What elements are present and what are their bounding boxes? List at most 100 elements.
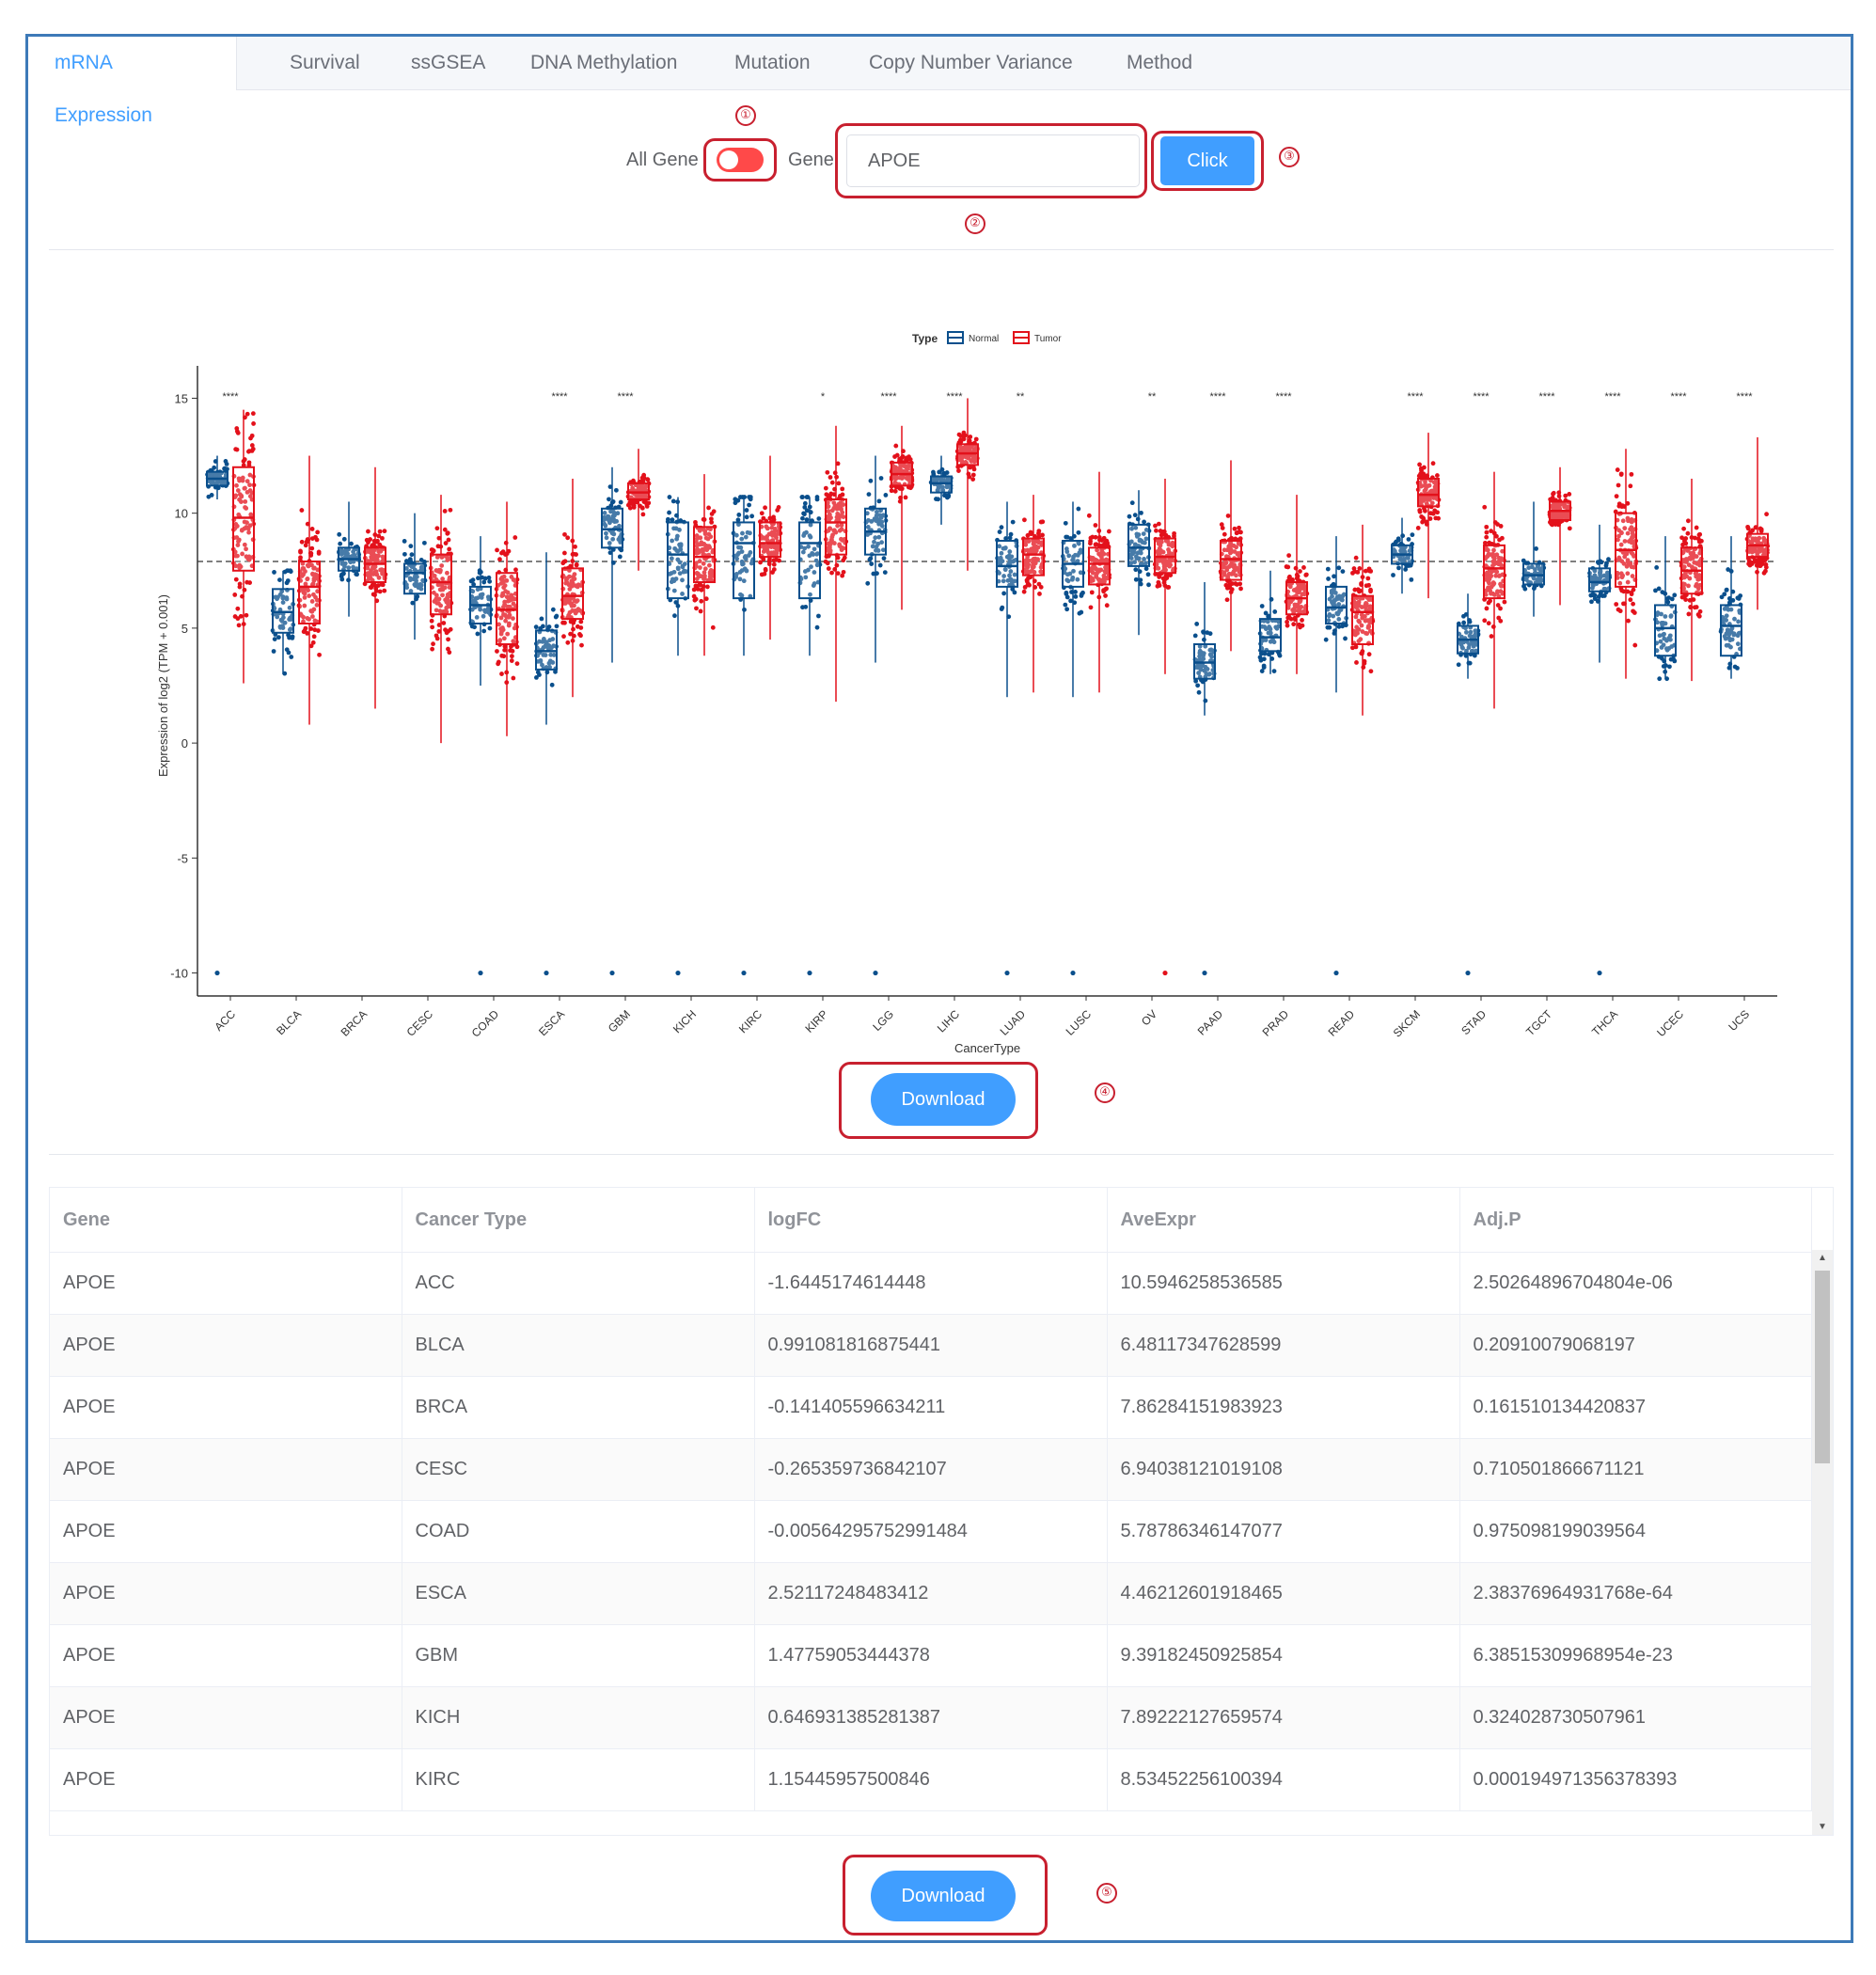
table-cell: 0.000194971356378393 [1459, 1748, 1812, 1811]
data-point [549, 682, 555, 687]
box-normal-ucec [1654, 604, 1677, 657]
x-tick-label: LUAD [998, 1007, 1029, 1038]
divider-middle [49, 1154, 1834, 1155]
data-point [770, 570, 775, 575]
data-point [733, 500, 738, 506]
data-point [551, 653, 557, 657]
table-scrollbar[interactable]: ▲ ▼ [1812, 1250, 1833, 1835]
header-logfc[interactable]: logFC [754, 1188, 1108, 1253]
header-gene[interactable]: Gene [50, 1188, 402, 1253]
data-point [704, 584, 710, 590]
data-point [881, 556, 887, 561]
x-axis-label: CancerType [954, 1041, 1020, 1055]
header-aveexpr[interactable]: AveExpr [1107, 1188, 1460, 1253]
data-point [1763, 564, 1769, 570]
data-point [1391, 573, 1395, 577]
data-point [1629, 471, 1634, 477]
tab-dna-methylation[interactable]: DNA Methylation [530, 52, 678, 73]
data-point [299, 508, 305, 513]
annotation-box-2 [835, 123, 1147, 198]
data-point [470, 577, 476, 583]
data-point [1352, 587, 1358, 592]
data-point [544, 640, 549, 645]
data-point [749, 514, 755, 519]
data-point [1366, 652, 1372, 657]
scroll-up-icon[interactable]: ▲ [1818, 1253, 1827, 1263]
data-point [233, 493, 239, 498]
significance-label: **** [1604, 391, 1621, 403]
data-point [1489, 634, 1494, 639]
data-point [285, 568, 290, 574]
data-point [611, 510, 617, 515]
data-point [639, 475, 645, 481]
table-cell: 7.89222127659574 [1107, 1686, 1460, 1749]
scroll-down-icon[interactable]: ▼ [1818, 1822, 1827, 1832]
tab-ssgsea[interactable]: ssGSEA [411, 52, 486, 73]
data-point [1037, 592, 1042, 596]
x-tick-label: BLCA [274, 1007, 304, 1037]
data-point [235, 543, 241, 547]
tab-mrna-expression[interactable]: mRNA Expression [28, 37, 237, 126]
data-point [501, 636, 507, 641]
data-point [1224, 585, 1230, 591]
data-point [1435, 473, 1440, 478]
data-point [1133, 567, 1139, 573]
data-point [434, 633, 439, 639]
data-point [245, 556, 251, 561]
x-tick-label: ESCA [536, 1007, 567, 1038]
data-point [305, 616, 310, 621]
scroll-thumb[interactable] [1815, 1271, 1830, 1463]
data-point [1063, 602, 1068, 608]
data-point [408, 577, 413, 582]
download-table-button[interactable]: Download [871, 1871, 1016, 1921]
tab-method[interactable]: Method [1127, 52, 1193, 73]
data-point [337, 531, 342, 537]
data-point [1038, 519, 1044, 525]
data-point [1551, 491, 1555, 497]
significance-label: ** [1148, 391, 1157, 403]
data-point [307, 561, 313, 567]
box-normal-kirc [733, 521, 755, 600]
gene-input[interactable] [846, 134, 1140, 187]
data-point [445, 530, 450, 536]
tab-copy-number-variance[interactable]: Copy Number Variance [869, 52, 1073, 73]
x-tick-label: LIHC [935, 1007, 962, 1035]
data-point [711, 509, 717, 514]
data-point [300, 561, 306, 566]
annotation-marker-2: ② [965, 213, 985, 234]
data-point [431, 590, 436, 595]
data-point [1495, 603, 1501, 608]
download-plot-button[interactable]: Download [871, 1073, 1016, 1126]
click-button[interactable]: Click [1160, 136, 1254, 185]
header-adjp[interactable]: Adj.P [1459, 1188, 1812, 1253]
data-point [287, 617, 292, 623]
data-point [368, 576, 373, 581]
data-point [1127, 514, 1132, 519]
data-point [309, 536, 315, 542]
data-point [1685, 518, 1691, 524]
data-point [1028, 530, 1033, 536]
data-point [1629, 592, 1634, 597]
data-point [311, 634, 317, 640]
data-point [1694, 525, 1699, 530]
data-point [1735, 665, 1740, 671]
data-point [338, 541, 343, 546]
data-point [1076, 506, 1081, 512]
significance-label: **** [617, 391, 634, 403]
tab-survival[interactable]: Survival [290, 52, 360, 73]
data-point [865, 580, 871, 586]
gene-label: Gene [788, 150, 834, 170]
table-cell: 6.48117347628599 [1107, 1314, 1460, 1377]
significance-label: ** [1017, 391, 1025, 403]
x-tick-label: OV [1139, 1007, 1159, 1028]
data-point [1285, 623, 1290, 628]
significance-label: **** [946, 391, 963, 403]
legend-label: Tumor [1034, 334, 1062, 344]
data-point [883, 493, 889, 498]
table-header-row: Gene Cancer Type logFC AveExpr Adj.P [50, 1188, 1812, 1253]
tab-mutation[interactable]: Mutation [734, 52, 811, 73]
significance-label: **** [1736, 391, 1753, 403]
x-tick-label: BRCA [339, 1007, 370, 1038]
header-cancer-type[interactable]: Cancer Type [402, 1188, 755, 1253]
all-gene-switch[interactable] [717, 148, 764, 172]
